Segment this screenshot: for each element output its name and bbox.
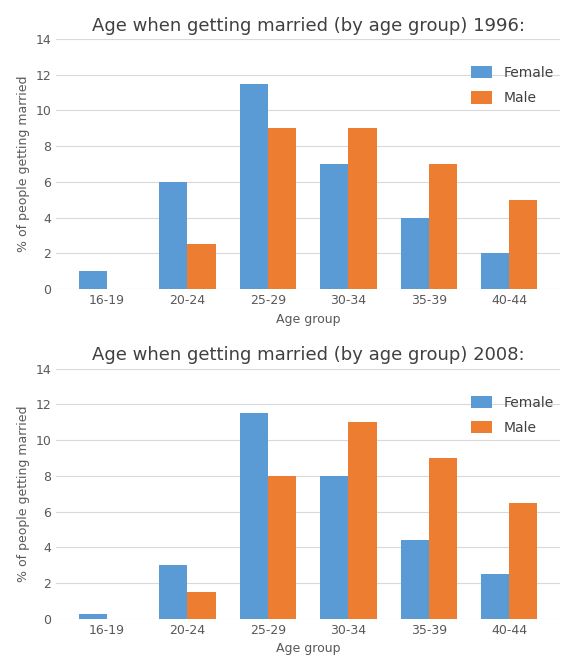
Bar [188, 592, 216, 619]
Bar [481, 575, 509, 619]
Title: Age when getting married (by age group) 1996:: Age when getting married (by age group) … [92, 17, 524, 35]
Bar [79, 614, 107, 619]
Bar [268, 476, 296, 619]
Bar [481, 253, 509, 289]
Bar [349, 423, 377, 619]
Bar [400, 540, 429, 619]
Bar [159, 565, 188, 619]
Bar [429, 164, 457, 289]
Bar [429, 458, 457, 619]
Bar [509, 503, 537, 619]
Bar [240, 413, 268, 619]
Legend: Female, Male: Female, Male [471, 66, 553, 105]
X-axis label: Age group: Age group [276, 312, 340, 325]
Bar [188, 245, 216, 289]
Bar [349, 128, 377, 289]
Y-axis label: % of people getting married: % of people getting married [17, 76, 29, 252]
Bar [240, 84, 268, 289]
Bar [79, 271, 107, 289]
Y-axis label: % of people getting married: % of people getting married [17, 406, 29, 582]
Bar [268, 128, 296, 289]
Bar [320, 164, 349, 289]
Legend: Female, Male: Female, Male [471, 396, 553, 435]
Bar [159, 182, 188, 289]
Bar [320, 476, 349, 619]
Title: Age when getting married (by age group) 2008:: Age when getting married (by age group) … [92, 347, 524, 364]
Bar [509, 200, 537, 289]
X-axis label: Age group: Age group [276, 642, 340, 655]
Bar [400, 218, 429, 289]
